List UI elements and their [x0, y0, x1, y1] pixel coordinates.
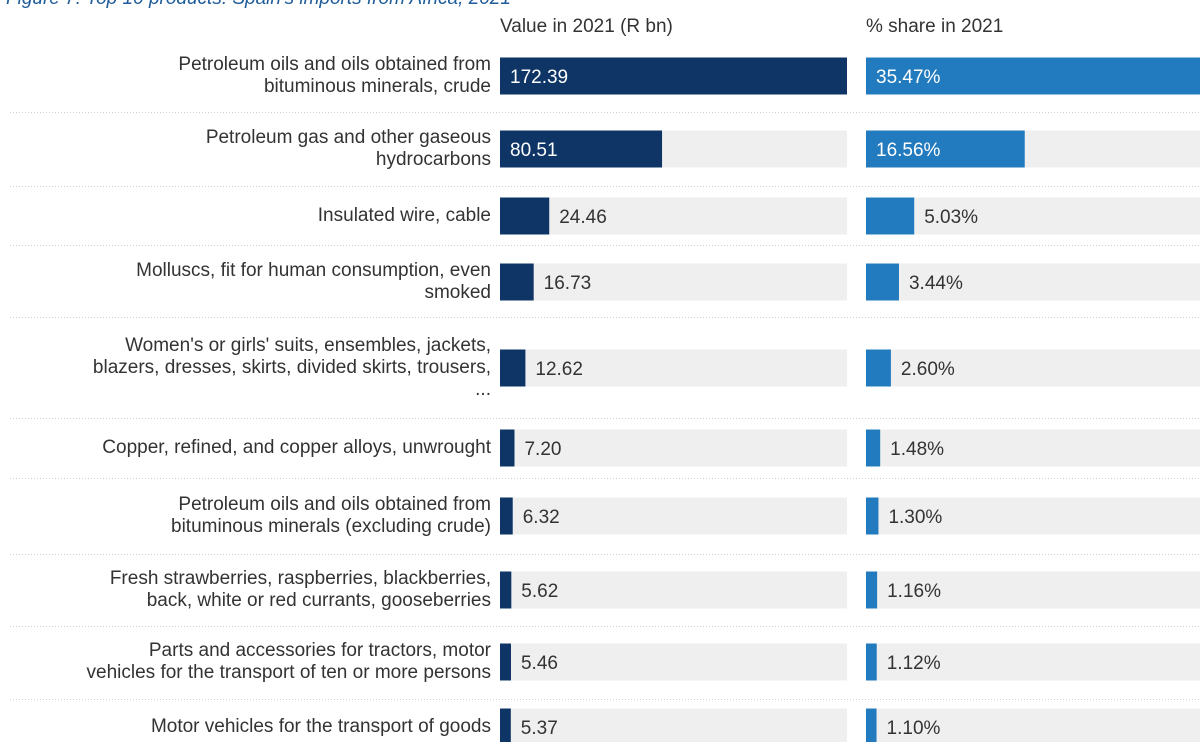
category-label: Copper, refined, and copper alloys, unwr…	[102, 437, 491, 458]
value-data-label: 172.39	[510, 67, 568, 88]
share-data-label: 1.10%	[887, 718, 941, 739]
share-bar	[866, 197, 915, 235]
share-data-label: 2.60%	[901, 359, 955, 380]
value-track	[500, 708, 847, 742]
share-data-label: 1.12%	[887, 653, 941, 674]
category-label: blazers, dresses, skirts, divided skirts…	[93, 357, 491, 378]
share-data-label: 35.47%	[876, 67, 941, 88]
value-data-label: 5.46	[521, 653, 558, 674]
category-label: ...	[475, 379, 491, 400]
value-track	[500, 263, 847, 301]
share-data-label: 5.03%	[924, 207, 978, 228]
category-label: Molluscs, fit for human consumption, eve…	[136, 260, 491, 281]
value-bar	[500, 429, 515, 467]
value-track	[500, 571, 847, 609]
value-track	[500, 197, 847, 235]
value-data-label: 6.32	[523, 507, 560, 528]
share-bar	[866, 130, 1025, 168]
share-track	[866, 263, 1200, 301]
share-bar	[866, 349, 891, 387]
value-bar	[500, 263, 534, 301]
value-track	[500, 497, 847, 535]
share-track	[866, 571, 1200, 609]
value-bar	[500, 130, 663, 168]
value-bar	[500, 708, 511, 742]
share-data-label: 16.56%	[876, 140, 941, 161]
category-label: Motor vehicles for the transport of good…	[151, 716, 491, 737]
value-data-label: 5.62	[521, 581, 558, 602]
share-track	[866, 497, 1200, 535]
share-track	[866, 349, 1200, 387]
category-label: Petroleum gas and other gaseous	[206, 127, 491, 148]
value-data-label: 12.62	[535, 359, 583, 380]
value-column-header: Value in 2021 (R bn)	[500, 16, 673, 37]
share-track	[866, 429, 1200, 467]
share-column-header: % share in 2021	[866, 16, 1004, 37]
category-label: Parts and accessories for tractors, moto…	[149, 640, 492, 661]
value-bar	[500, 57, 847, 95]
category-label: hydrocarbons	[376, 149, 491, 170]
value-track	[500, 349, 847, 387]
share-track	[866, 643, 1200, 681]
share-bar	[866, 708, 877, 742]
value-bar	[500, 197, 550, 235]
share-bar	[866, 643, 877, 681]
value-data-label: 24.46	[559, 207, 607, 228]
value-data-label: 5.37	[521, 718, 558, 739]
share-bar	[866, 497, 879, 535]
share-track	[866, 708, 1200, 742]
value-data-label: 16.73	[544, 273, 592, 294]
category-label: Women's or girls' suits, ensembles, jack…	[125, 335, 491, 356]
share-data-label: 1.16%	[887, 581, 941, 602]
value-bar	[500, 643, 511, 681]
value-track	[500, 429, 847, 467]
value-bar	[500, 571, 512, 609]
category-label: Insulated wire, cable	[318, 205, 491, 226]
category-label: bituminous minerals (excluding crude)	[171, 516, 491, 537]
category-label: Petroleum oils and oils obtained from	[178, 494, 491, 515]
category-label: smoked	[424, 282, 491, 303]
share-data-label: 1.30%	[888, 507, 942, 528]
value-data-label: 7.20	[524, 439, 561, 460]
figure-title: Figure 7: Top 10 products: Spain's impor…	[6, 0, 511, 10]
category-label: Fresh strawberries, raspberries, blackbe…	[110, 568, 491, 589]
category-label: vehicles for the transport of ten or mor…	[87, 662, 491, 683]
value-bar	[500, 349, 526, 387]
value-bar	[500, 497, 513, 535]
share-bar	[866, 429, 881, 467]
value-data-label: 80.51	[510, 140, 558, 161]
share-track	[866, 197, 1200, 235]
category-label: back, white or red currants, gooseberrie…	[147, 590, 491, 611]
category-label: bituminous minerals, crude	[264, 76, 491, 97]
share-bar	[866, 571, 878, 609]
share-data-label: 1.48%	[890, 439, 944, 460]
share-bar	[866, 57, 1200, 95]
value-track	[500, 643, 847, 681]
share-bar	[866, 263, 899, 301]
category-label: Petroleum oils and oils obtained from	[178, 54, 491, 75]
share-data-label: 3.44%	[909, 273, 963, 294]
